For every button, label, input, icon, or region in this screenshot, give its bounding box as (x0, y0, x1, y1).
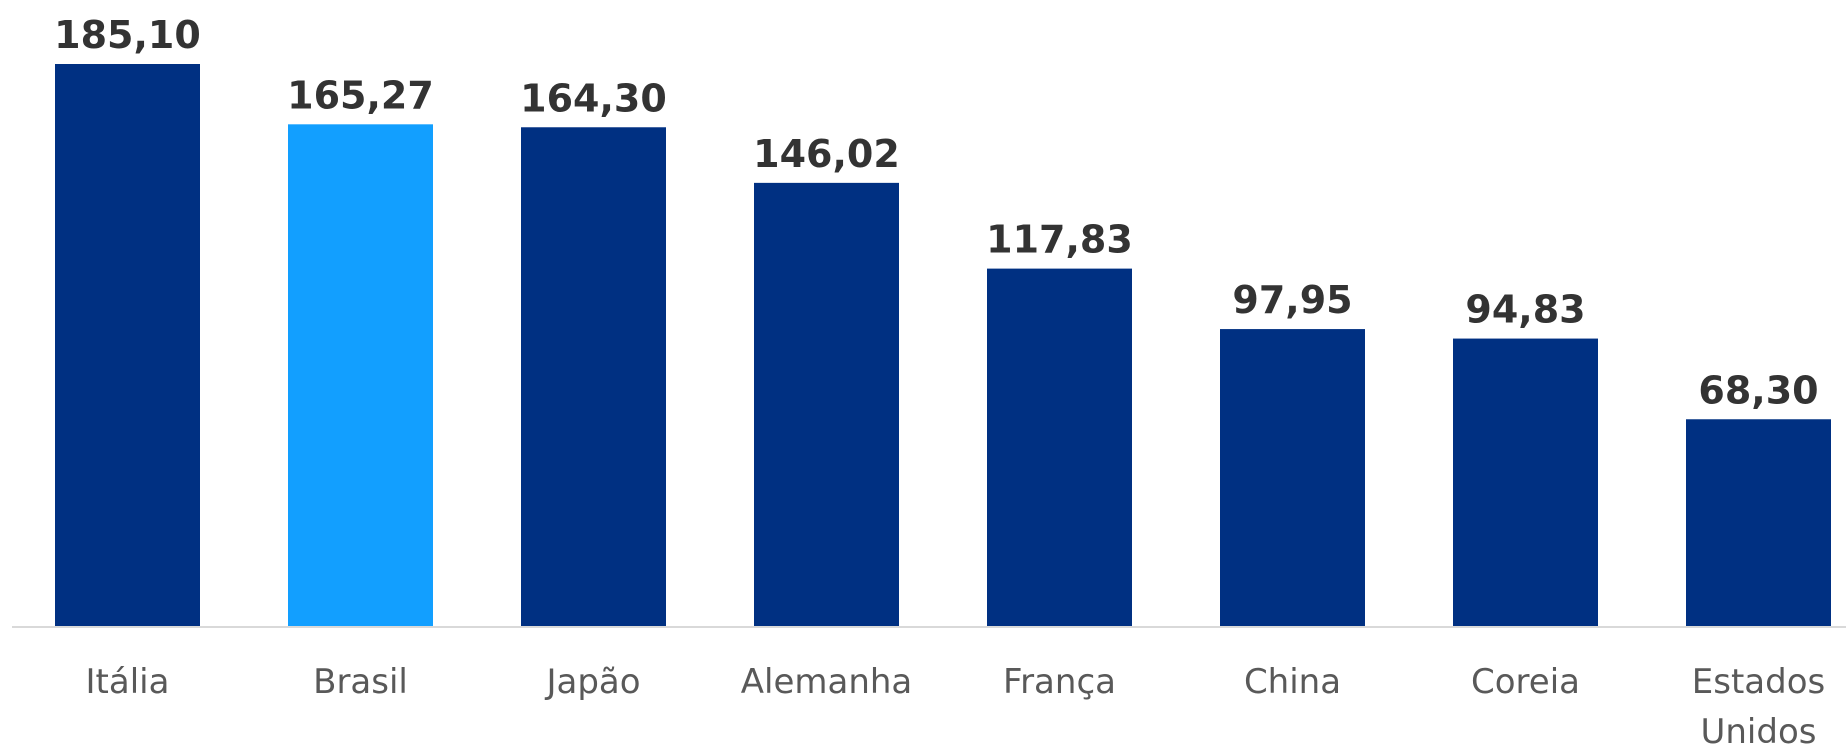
value-label-3: 146,02 (753, 132, 900, 176)
value-label-1: 165,27 (287, 73, 434, 117)
bar-1 (288, 124, 433, 627)
value-labels-group: 185,10 165,27 164,30 146,02 117,83 97,95 94,83… (54, 13, 1818, 412)
value-label-2: 164,30 (520, 76, 667, 120)
bar-6 (1453, 338, 1598, 627)
category-label-6: Coreia (1471, 662, 1580, 702)
category-labels-group: Itália Brasil Japão Alemanha França China Core… (86, 662, 1826, 747)
bar-4 (987, 268, 1132, 627)
category-label-0: Itália (86, 662, 170, 702)
category-label-1: Brasil (313, 662, 408, 702)
bar-5 (1220, 329, 1365, 627)
value-label-0: 185,10 (54, 13, 201, 57)
value-label-5: 97,95 (1232, 278, 1352, 322)
bars-group (55, 64, 1831, 627)
category-label-7-line-1: Unidos (1701, 712, 1817, 747)
category-label-4: França (1003, 662, 1116, 702)
category-label-5: China (1244, 662, 1341, 702)
category-label-2: Japão (544, 662, 640, 702)
value-label-7: 68,30 (1698, 368, 1818, 412)
bar-7 (1686, 419, 1831, 627)
value-label-4: 117,83 (986, 218, 1133, 262)
bar-2 (521, 127, 666, 627)
category-label-3: Alemanha (741, 662, 913, 702)
category-label-7-line-0: Estados (1692, 662, 1825, 702)
value-label-6: 94,83 (1465, 288, 1585, 332)
bar-0 (55, 64, 200, 627)
bar-3 (754, 182, 899, 627)
